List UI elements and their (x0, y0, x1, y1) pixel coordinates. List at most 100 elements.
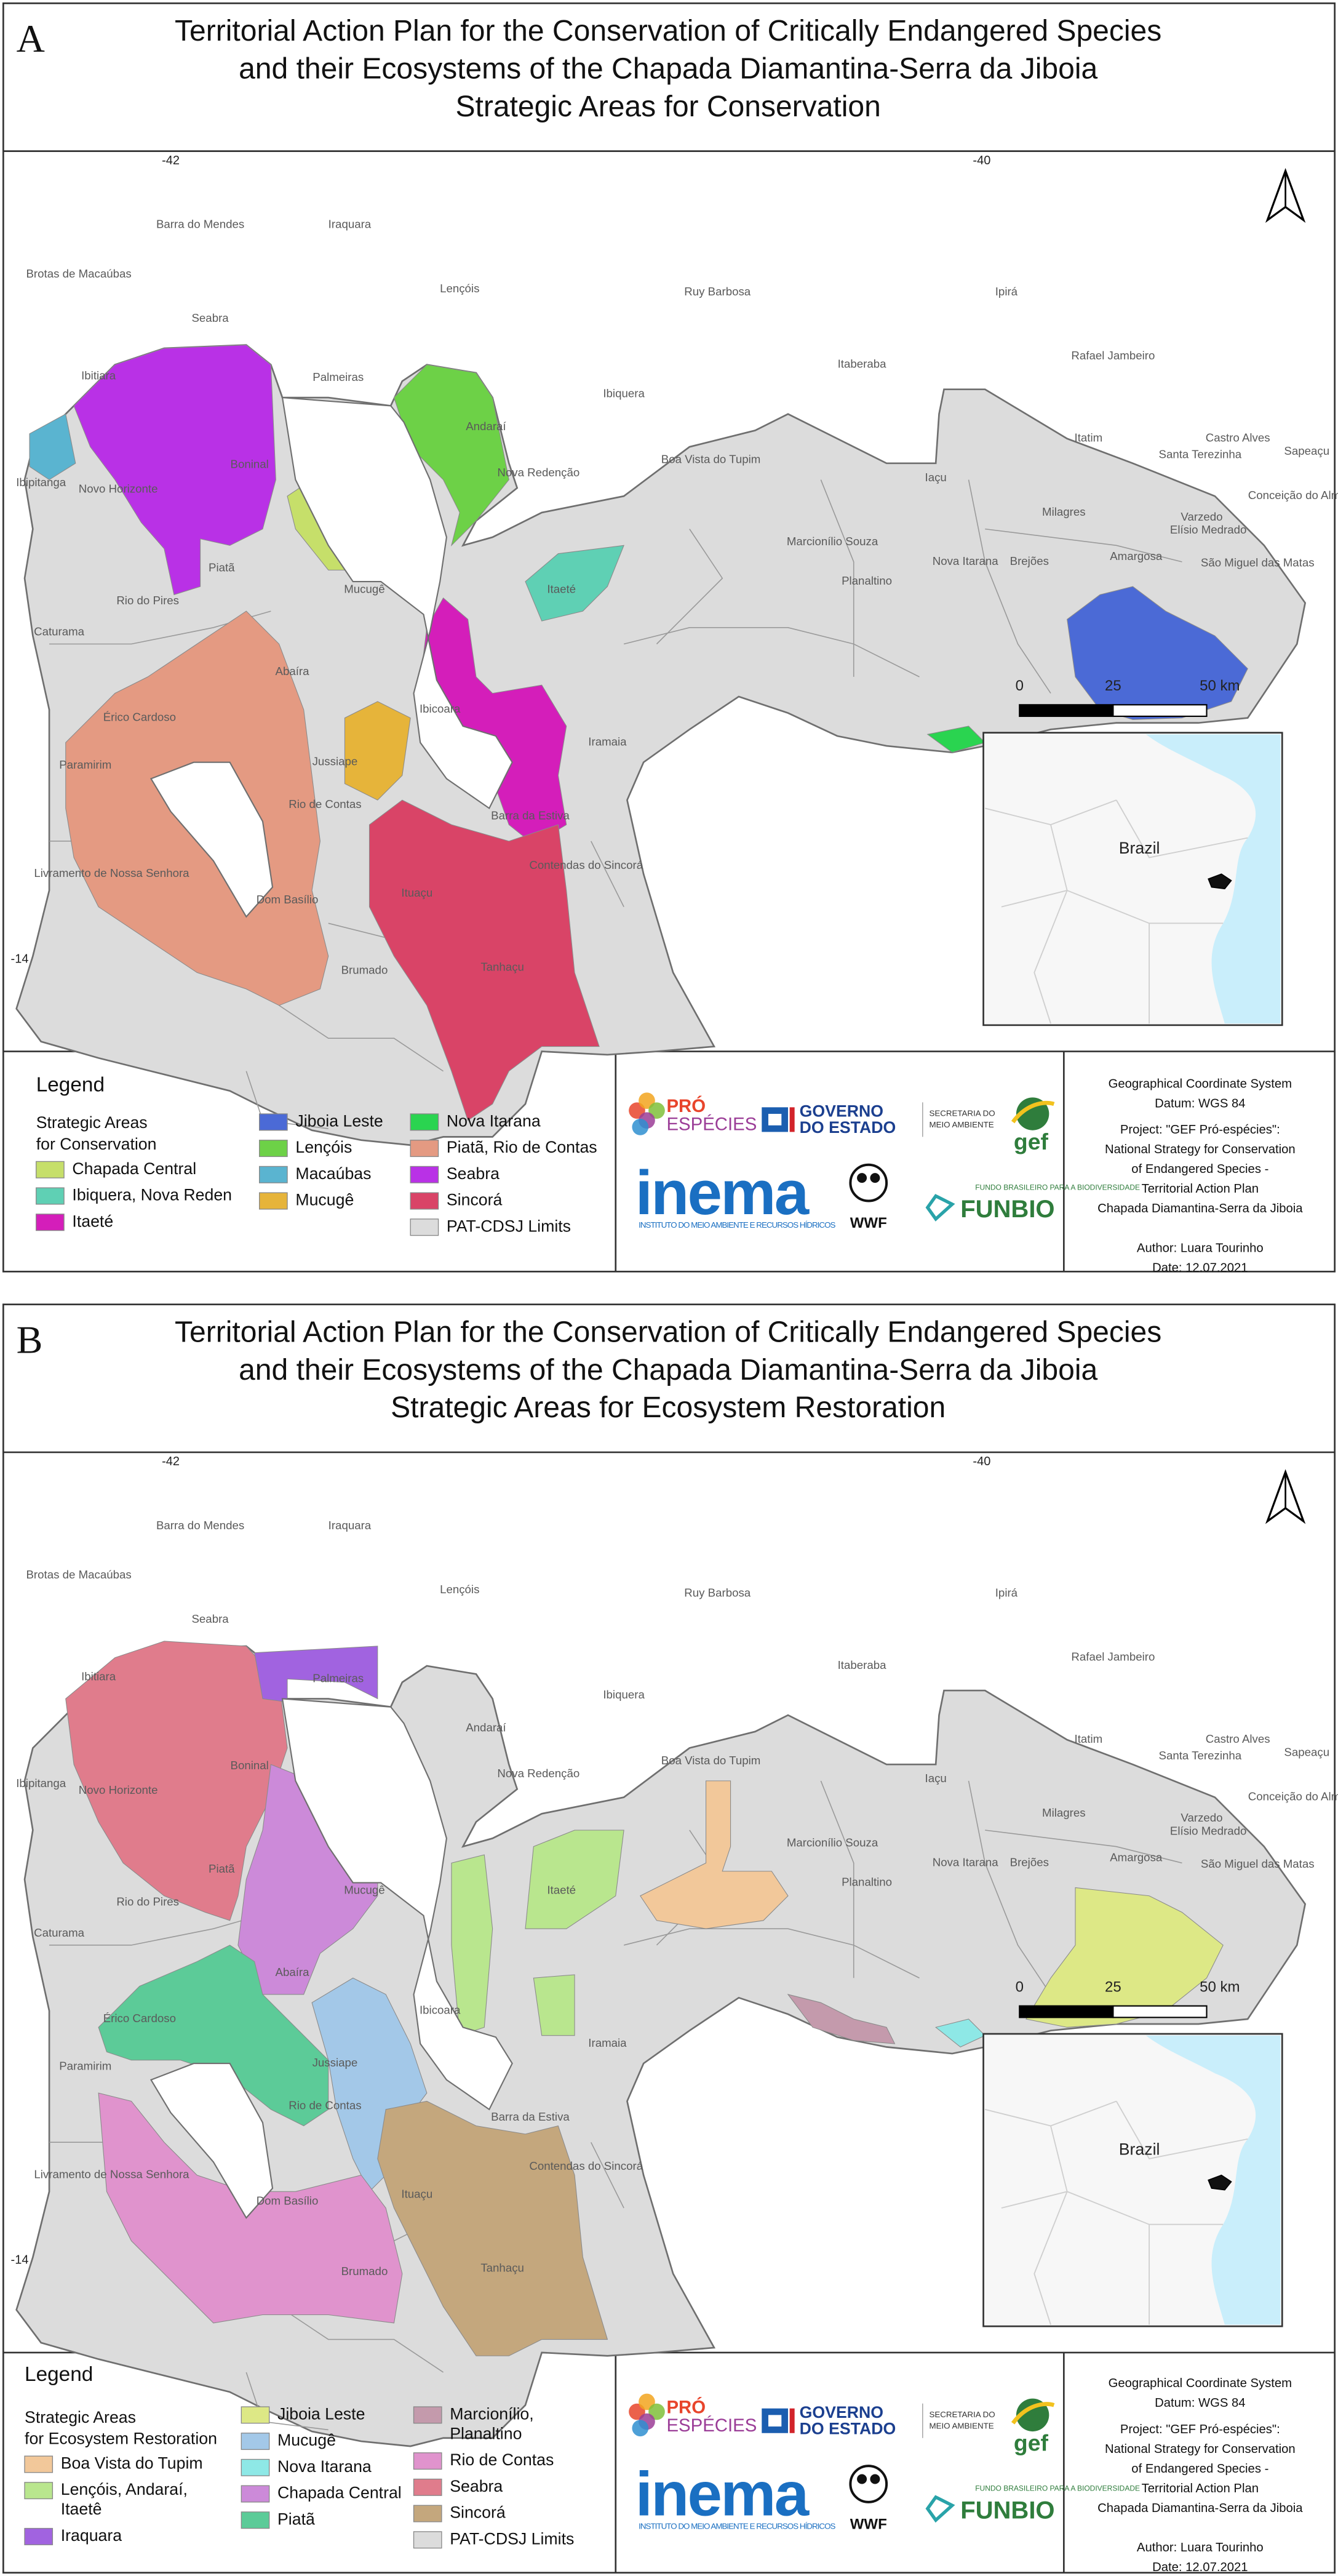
town-label: Andaraí (466, 1721, 506, 1734)
town-label: Nova Itarana (933, 1855, 999, 1868)
town-label: Marcionílio Souza (787, 1836, 878, 1849)
logo-text: FUNDO BRASILEIRO PARA A BIODIVERSIDADE (975, 2484, 1140, 2493)
municipal-boundary (985, 528, 1182, 562)
legend-label: Piatã, Rio de Contas (447, 1138, 597, 1156)
excluded-area (149, 2063, 274, 2219)
legend-swatch (413, 2452, 442, 2470)
town-label: Barra da Estiva (491, 809, 570, 822)
excluded-area (281, 1698, 513, 2111)
scale-bar (1019, 2005, 1114, 2018)
panel: B Territorial Action Plan for the Conserv… (2, 1303, 1338, 2574)
town-label: Boninal (231, 457, 269, 470)
town-label: São Miguel das Matas (1201, 1857, 1315, 1870)
town-label: Ruy Barbosa (684, 285, 751, 298)
logo-globe (1016, 1097, 1049, 1130)
town-label: Iaçu (925, 471, 947, 484)
town-label: Boa Vista do Tupim (661, 452, 761, 465)
legend-label: PAT-CDSJ Limits (447, 1217, 571, 1235)
info-text: National Strategy for Conservation (1105, 2442, 1296, 2456)
logo-funbio-mark (925, 2495, 955, 2523)
strategic-area (787, 1994, 896, 2044)
legend-label: Seabra (447, 1164, 500, 1183)
legend-label: Itaeté (72, 1212, 113, 1230)
town-label: Brejões (1010, 1855, 1049, 1868)
town-label: Ituaçu (401, 2188, 432, 2201)
town-label: Elísio Medrado (1170, 1825, 1247, 1838)
scale-label: 0 (1016, 678, 1024, 694)
strategic-area (533, 1974, 575, 2036)
info-text: National Strategy for Conservation (1105, 1143, 1296, 1156)
legend-swatch (258, 1166, 288, 1183)
logo-panda (857, 2474, 867, 2484)
town-label: Conceição do Almeida (1248, 1790, 1338, 1803)
legend-label: Boa Vista do Tupim (61, 2454, 203, 2473)
logo-text: inema (635, 2459, 810, 2529)
town-label: Caturama (34, 1926, 85, 1939)
town-label: Ibipitanga (16, 1777, 66, 1790)
panel-title: Strategic Areas for Conservation (455, 90, 880, 123)
legend-swatch (410, 1166, 439, 1183)
latitude-label: -14 (11, 2254, 29, 2267)
inset-ocean (1145, 734, 1281, 1024)
info-text: Date: 12.07.2021 (1152, 2561, 1248, 2574)
legend-label: Ibiquera, Nova Reden (72, 1186, 232, 1204)
legend-swatch (258, 1140, 288, 1158)
town-label: Dom Basílio (257, 893, 319, 906)
strategic-area (344, 701, 411, 801)
town-label: Milagres (1042, 1806, 1086, 1819)
inset-border (1033, 890, 1068, 1024)
strategic-area (525, 545, 624, 622)
logo-flag (789, 2408, 795, 2433)
town-label: Contendas do Sincorá (529, 2159, 643, 2172)
scale-label: 25 (1105, 1979, 1121, 1996)
legend-label: Macaúbas (295, 1164, 371, 1183)
legend-label: Mucugê (295, 1191, 354, 1209)
town-label: Brotas de Macaúbas (26, 1568, 131, 1581)
legend-swatch (24, 2482, 54, 2500)
legend-swatch (413, 2505, 442, 2522)
town-label: Brumado (341, 964, 388, 977)
town-label: Piatã (209, 1862, 235, 1875)
town-label: Jussiape (313, 2056, 358, 2069)
logo-flag (768, 1114, 782, 1126)
municipal-boundary (279, 1005, 444, 1072)
town-label: Marcionílio Souza (787, 535, 878, 548)
town-label: Novo Horizonte (79, 482, 158, 495)
logo-text: WWF (850, 1215, 887, 1231)
logo-swoosh (1011, 1100, 1055, 1124)
municipal-boundary (656, 529, 723, 645)
legend-heading: Legend (36, 1073, 105, 1096)
logo-globe (1016, 2398, 1049, 2432)
town-label: Rio de Contas (289, 2098, 361, 2111)
town-label: Milagres (1042, 505, 1086, 518)
town-label: Rio do Pires (116, 594, 179, 607)
legend-label: Nova Itarana (447, 1111, 541, 1130)
map-area: Barra do Mendes Brotas de Macaúbas Seabra I… (11, 154, 1338, 1146)
panel-title: Strategic Areas for Ecosystem Restoratio… (391, 1391, 946, 1424)
town-label: Iraquara (329, 1519, 372, 1532)
inset-border (1050, 824, 1224, 924)
strategic-area (640, 1780, 789, 1929)
strategic-area (65, 1641, 288, 1921)
town-label: Andaraí (466, 420, 506, 433)
info-text: Project: "GEF Pró-espécies": (1120, 2423, 1280, 2436)
legend-subtitle: Strategic Areas (36, 1113, 148, 1132)
town-label: Paramirim (59, 2059, 111, 2072)
inset-border (1001, 890, 1067, 908)
town-label: Rafael Jambeiro (1071, 349, 1155, 362)
town-label: Elísio Medrado (1170, 523, 1247, 536)
legend-subtitle: for Conservation (36, 1135, 157, 1153)
info-text: Chapada Diamantina-Serra da Jiboia (1097, 1202, 1303, 1215)
legend-swatch (413, 2531, 442, 2549)
legend-label: Iraquara (61, 2526, 122, 2545)
municipal-boundary (591, 841, 624, 908)
town-label: Piatã (209, 561, 235, 574)
legend-subtitle: Strategic Areas (25, 2408, 136, 2426)
legend-swatch (258, 1113, 288, 1131)
info-text: Datum: WGS 84 (1155, 2396, 1246, 2410)
town-label: Conceição do Almeida (1248, 489, 1338, 502)
legend-label: Jiboia Leste (277, 2404, 365, 2423)
